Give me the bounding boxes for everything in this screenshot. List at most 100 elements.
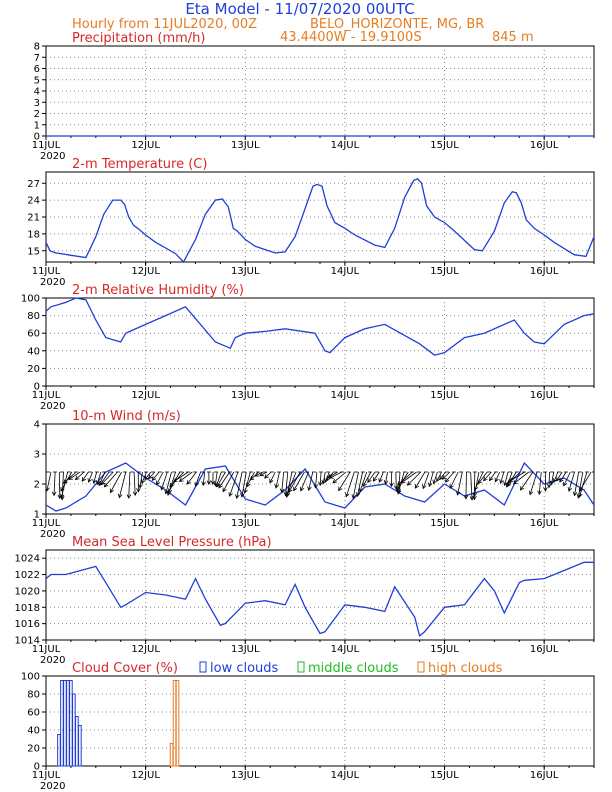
wind-arrow-head bbox=[477, 479, 483, 485]
wind-arrow-shaft bbox=[359, 471, 368, 492]
cloud-bar-low bbox=[78, 725, 82, 767]
rh-xtick-label: 15JUL bbox=[430, 390, 459, 401]
wind-arrow-head bbox=[81, 477, 86, 482]
wind-arrow bbox=[194, 471, 201, 487]
wind-arrow bbox=[578, 471, 592, 493]
wind-arrow-shaft bbox=[407, 471, 422, 486]
rh-series-line bbox=[45, 297, 595, 356]
precip-xtick-label: 13JUL bbox=[231, 140, 260, 151]
wind-arrow bbox=[351, 471, 359, 499]
wind-arrow-head bbox=[489, 476, 494, 482]
wind-arrow-head bbox=[556, 476, 561, 482]
precip-ytick-label: 6 bbox=[34, 64, 40, 75]
wind-arrow bbox=[432, 471, 438, 485]
mslp-frame bbox=[45, 549, 595, 641]
wind-arrow-head bbox=[151, 476, 157, 481]
wind-arrow-shaft bbox=[218, 471, 230, 489]
wind-arrow-head bbox=[186, 480, 191, 485]
wind-arrow bbox=[144, 471, 152, 481]
wind-arrow-shaft bbox=[319, 471, 322, 486]
temp-ytick-label: 27 bbox=[27, 179, 40, 190]
wind-arrow-shaft bbox=[269, 471, 276, 483]
wind-arrow-head bbox=[274, 483, 279, 489]
header-coords: 43.4400W - 19.9100S bbox=[280, 30, 422, 45]
cloud-bar-high bbox=[172, 680, 177, 767]
wind-arrow-head bbox=[414, 484, 419, 489]
wind-arrow-shaft bbox=[264, 471, 272, 479]
wind-arrow-shaft bbox=[216, 471, 226, 487]
wind-arrow-head bbox=[156, 480, 161, 486]
wind-arrow bbox=[463, 471, 469, 500]
wind-arrow-head bbox=[358, 487, 364, 493]
wind-arrow-head bbox=[499, 479, 504, 485]
wind-xtick-label: 13JUL bbox=[231, 518, 260, 529]
wind-arrow-head bbox=[269, 478, 274, 484]
wind-arrow bbox=[45, 471, 52, 492]
wind-arrow-shaft bbox=[109, 471, 122, 493]
cloud-bar-low bbox=[60, 680, 64, 767]
wind-arrow-head bbox=[512, 479, 518, 485]
wind-arrow-head bbox=[87, 478, 92, 483]
rh-ytick-label: 20 bbox=[27, 364, 40, 375]
rh-xtick-label: 13JUL bbox=[231, 390, 260, 401]
legend-swatch-high bbox=[417, 661, 425, 673]
wind-arrow bbox=[329, 471, 343, 479]
precip-ytick-label: 0 bbox=[34, 132, 40, 143]
wind-arrow-head bbox=[436, 477, 441, 482]
mslp-ytick-label: 1024 bbox=[15, 554, 40, 565]
wind-arrow bbox=[228, 471, 239, 497]
precip-xtick-label: 15JUL bbox=[430, 140, 459, 151]
wind-arrow bbox=[218, 471, 230, 489]
header-location: BELO_HORIZONTE, MG, BR bbox=[310, 17, 484, 32]
wind-arrow-shaft bbox=[165, 471, 172, 494]
wind-arrow-shaft bbox=[422, 471, 430, 489]
wind-arrow-shaft bbox=[58, 471, 61, 499]
wind-arrow bbox=[178, 471, 193, 482]
precip-ytick-label: 5 bbox=[34, 75, 40, 86]
wind-arrow-shaft bbox=[345, 471, 355, 497]
mslp-xtick-label: 16JUL bbox=[530, 644, 559, 655]
wind-arrow-shaft bbox=[236, 471, 243, 499]
wind-arrow-head bbox=[325, 476, 331, 481]
precip-frame bbox=[45, 45, 595, 137]
wind-arrow bbox=[455, 471, 463, 496]
wind-arrow bbox=[160, 471, 168, 491]
wind-year-label: 2020 bbox=[40, 529, 65, 540]
wind-arrow-head bbox=[393, 485, 399, 491]
wind-arrow-head bbox=[228, 492, 233, 497]
cloud-xtick-label: 13JUL bbox=[231, 770, 260, 781]
wind-arrow bbox=[117, 471, 127, 499]
wind-arrow-head bbox=[372, 477, 378, 482]
wind-arrow bbox=[549, 471, 555, 486]
wind-arrow-head bbox=[332, 478, 338, 484]
wind-arrow-head bbox=[313, 483, 319, 489]
wind-arrow-head bbox=[60, 487, 65, 492]
wind-arrow bbox=[400, 471, 417, 484]
wind-arrow-head bbox=[494, 477, 499, 483]
wind-arrow-head bbox=[240, 492, 245, 498]
wind-arrow-shaft bbox=[144, 471, 152, 480]
precip-xtick-label: 12JUL bbox=[131, 140, 160, 151]
legend-label-low: low clouds bbox=[210, 661, 279, 676]
mslp-xtick-label: 15JUL bbox=[430, 644, 459, 655]
wind-arrow-head bbox=[172, 478, 178, 483]
wind-arrow bbox=[512, 471, 530, 485]
wind-arrow-shaft bbox=[281, 471, 285, 493]
wind-arrow-shaft bbox=[156, 471, 164, 485]
wind-arrow-shaft bbox=[88, 471, 93, 483]
wind-arrow-shaft bbox=[229, 471, 239, 497]
wind-arrow-shaft bbox=[489, 471, 496, 481]
wind-arrow-shaft bbox=[439, 471, 447, 480]
wind-arrow bbox=[151, 471, 160, 481]
precip-ytick-label: 2 bbox=[34, 109, 40, 120]
wind-arrow bbox=[439, 471, 447, 481]
wind-arrow bbox=[68, 471, 81, 480]
rh-year-label: 2020 bbox=[40, 401, 65, 412]
rh-ytick-label: 100 bbox=[21, 294, 40, 305]
cloud-ytick-label: 20 bbox=[27, 744, 40, 755]
temp-ytick-label: 18 bbox=[27, 229, 40, 240]
temp-xtick-label: 16JUL bbox=[530, 266, 559, 277]
wind-arrow-head bbox=[293, 486, 298, 492]
